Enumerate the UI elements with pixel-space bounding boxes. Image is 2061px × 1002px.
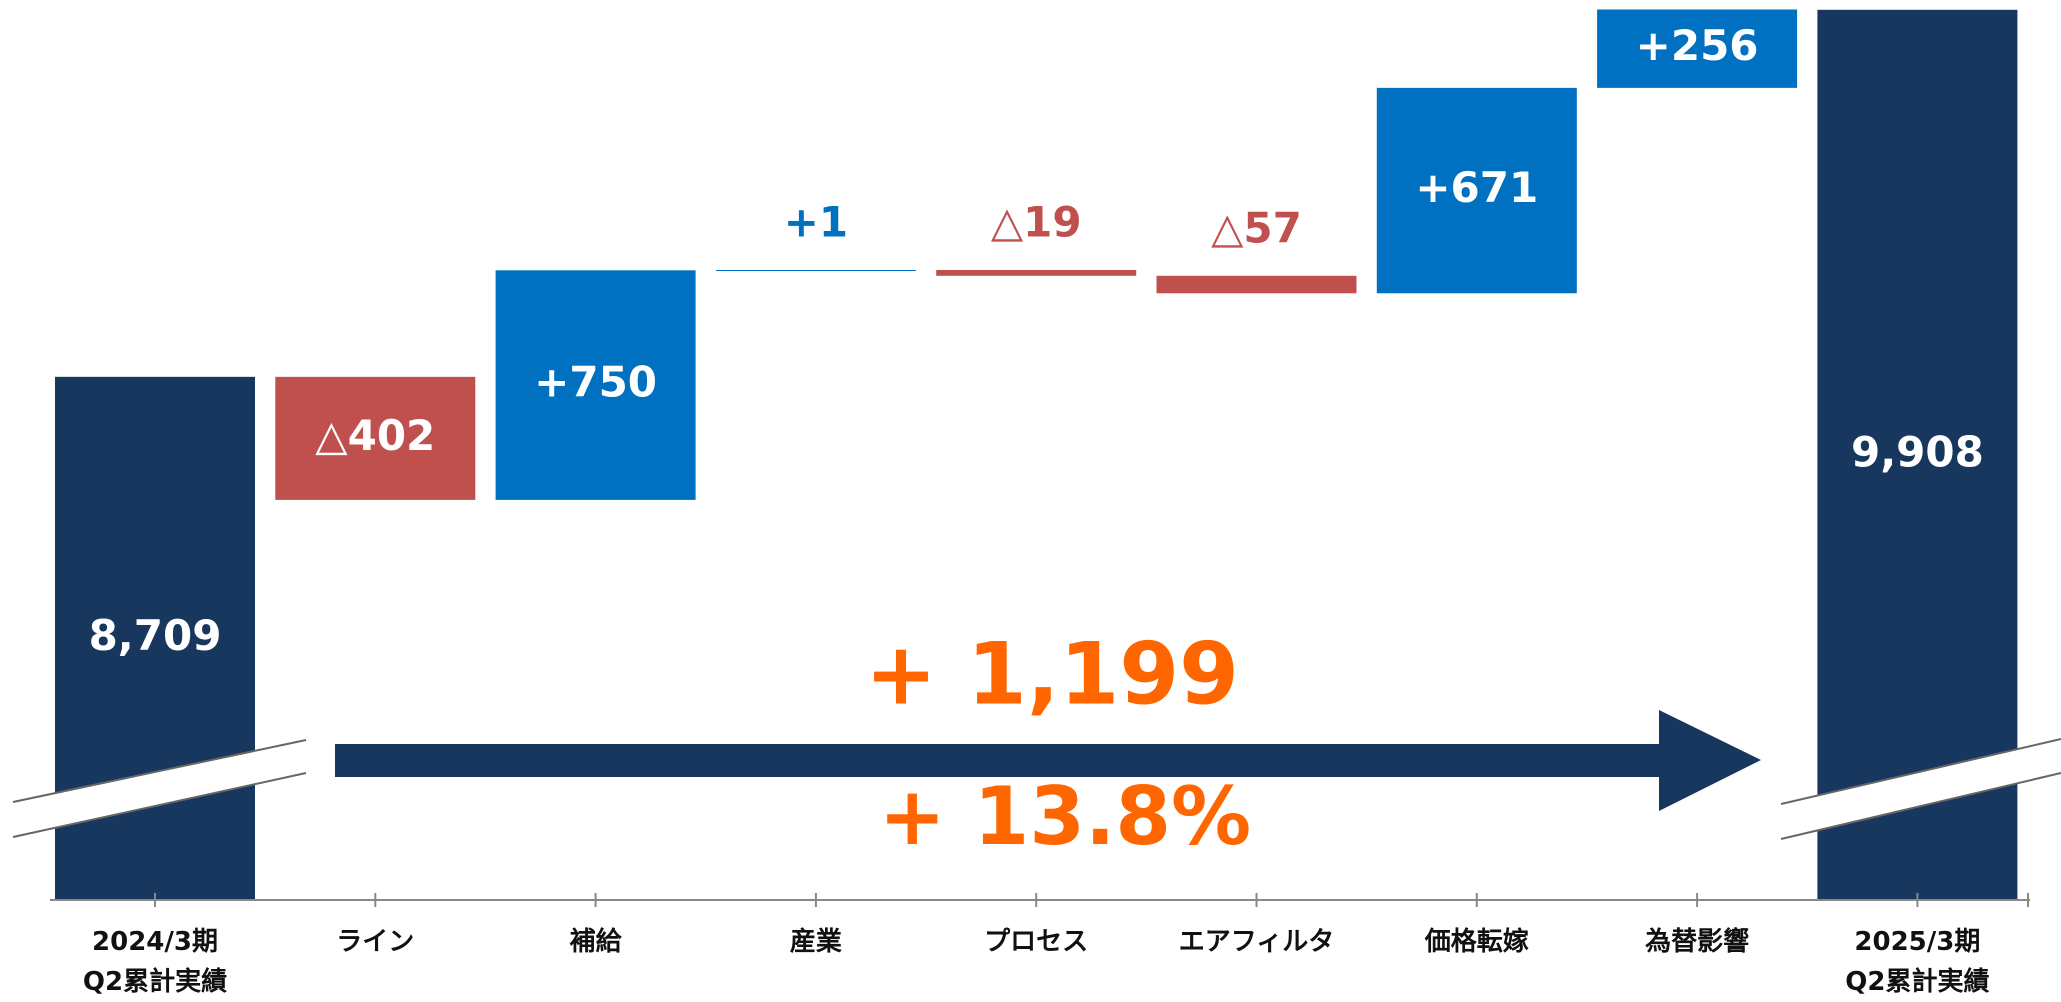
bar [1817, 9, 2018, 901]
bar [1156, 275, 1357, 294]
x-tick-label: プロセス [984, 927, 1089, 957]
value-label: +671 [1415, 163, 1538, 212]
value-label: +256 [1636, 21, 1759, 70]
value-label: +750 [534, 358, 657, 407]
annotation-rate: + 13.8% [879, 770, 1251, 863]
x-tick-label: ライン [336, 927, 415, 957]
x-tick-label: 為替影響 [1645, 927, 1750, 957]
value-label: +1 [784, 198, 848, 247]
x-tick-label: 2024/3期 Q2累計実績 [82, 927, 228, 997]
value-label: △57 [1211, 203, 1302, 252]
arrow [335, 710, 1761, 811]
x-tick-label: 産業 [789, 927, 842, 957]
annotation-diff: + 1,199 [865, 624, 1239, 724]
bar [715, 270, 916, 271]
x-tick-label: 2025/3期 Q2累計実績 [1845, 927, 1990, 997]
value-label: 9,908 [1851, 427, 1984, 476]
bar [495, 270, 696, 500]
bar [936, 270, 1137, 276]
value-label: 8,709 [89, 611, 222, 660]
value-label: △19 [991, 198, 1082, 247]
x-tick-label: エアフィルタ [1178, 927, 1335, 957]
x-tick-label: 価格転嫁 [1424, 927, 1529, 957]
value-label: △402 [315, 411, 435, 460]
axis-break-left [12, 739, 307, 838]
x-tick-label: 補給 [569, 927, 622, 957]
axis-break-right [1780, 738, 2061, 840]
bar [275, 376, 476, 500]
bar [1597, 9, 1798, 88]
bar [1376, 87, 1577, 294]
